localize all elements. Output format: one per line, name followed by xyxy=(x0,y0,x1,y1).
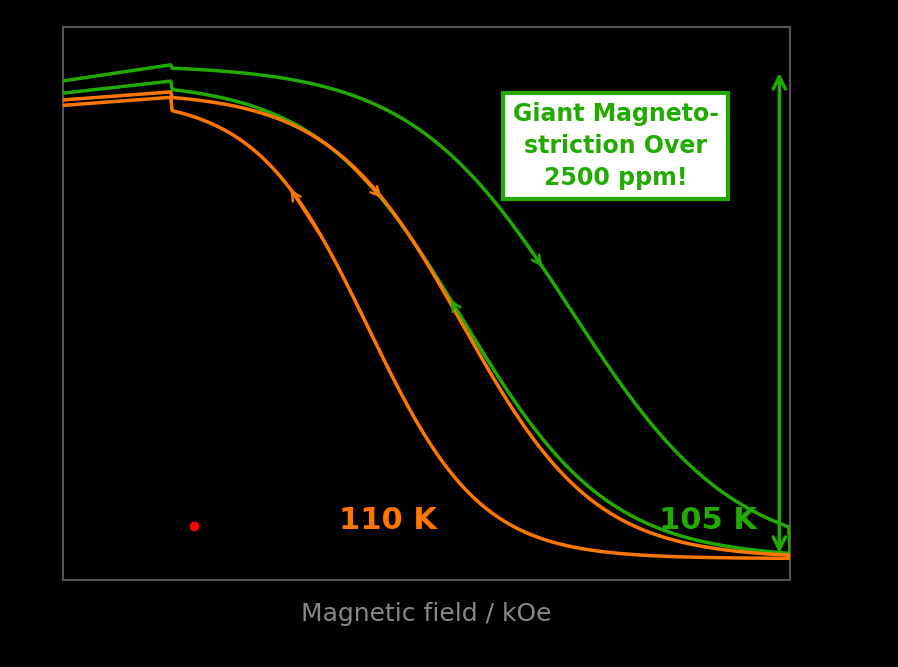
Text: 110 K: 110 K xyxy=(339,506,437,535)
X-axis label: Magnetic field / kOe: Magnetic field / kOe xyxy=(302,602,551,626)
Text: 105 K: 105 K xyxy=(659,506,757,535)
Text: Giant Magneto-
striction Over
2500 ppm!: Giant Magneto- striction Over 2500 ppm! xyxy=(513,103,718,189)
